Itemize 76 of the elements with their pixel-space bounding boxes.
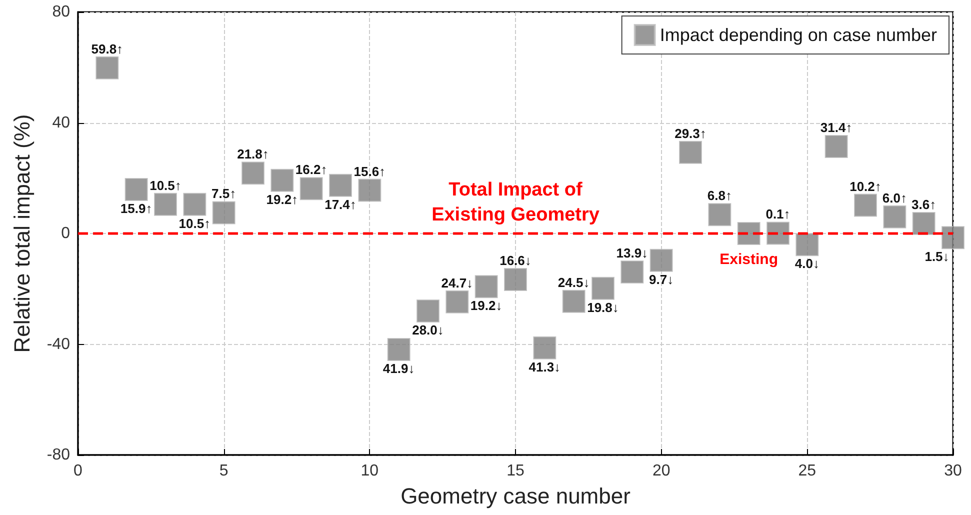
y-tick-label: 40	[52, 114, 70, 132]
annotation: 41.3↓	[528, 359, 561, 374]
annotation: 4.0↓	[794, 256, 820, 272]
point	[562, 290, 586, 313]
point	[796, 233, 819, 256]
point	[358, 178, 382, 202]
annotation: 15.6↑	[354, 164, 386, 179]
legend-label: Impact depending on case number	[660, 25, 938, 45]
point	[592, 276, 614, 300]
point	[708, 203, 732, 226]
annotation: 13.9↓	[616, 245, 648, 260]
y-tick-label: 80	[52, 4, 70, 20]
annotation: 19.2↓	[470, 298, 502, 314]
annotation: 59.8↑	[91, 41, 124, 56]
annotation: 21.8↑	[237, 146, 269, 162]
point	[300, 177, 323, 200]
annotation: Existing	[720, 251, 778, 268]
annotation: 10.5↑	[150, 178, 182, 193]
point	[96, 56, 119, 80]
point	[620, 260, 644, 284]
annotation: 28.0↓	[412, 322, 444, 338]
point	[329, 174, 352, 197]
annotation: 31.4↑	[820, 120, 852, 136]
point	[942, 226, 964, 250]
x-tick-label: 25	[798, 462, 816, 480]
annotation: 15.9↑	[120, 200, 152, 216]
annotation: 0.1↑	[766, 206, 790, 222]
point	[912, 212, 936, 236]
point	[679, 140, 702, 164]
point	[124, 178, 148, 201]
x-tick-label: 0	[74, 462, 83, 480]
point	[416, 300, 440, 323]
point	[270, 168, 294, 192]
y-tick-label: -40	[46, 336, 70, 353]
annotation: 24.7↓	[441, 275, 474, 290]
annotation: 17.4↑	[324, 196, 356, 212]
annotation: 16.2↑	[295, 162, 328, 178]
x-tick-label: 30	[944, 462, 962, 480]
annotation: 19.8↓	[587, 300, 619, 315]
annotation: 9.7↓	[649, 272, 674, 287]
x-axis-title: Geometry case number	[400, 484, 630, 508]
point	[824, 135, 848, 158]
point	[183, 192, 206, 216]
x-tick-label: 15	[506, 462, 524, 480]
annotation: 16.6↓	[500, 252, 532, 268]
annotation: 1.5↓	[924, 249, 950, 264]
point	[533, 336, 556, 360]
y-axis-title: Relative total impact (%)	[10, 114, 34, 353]
annotation: 6.8↑	[707, 188, 732, 204]
point	[474, 275, 498, 298]
point	[387, 338, 410, 362]
point	[883, 205, 906, 228]
ref-line-label: Total Impact of Existing Geometry	[432, 180, 600, 226]
point	[766, 222, 790, 245]
annotation: 41.9↓	[382, 361, 415, 376]
annotation: 29.3↑	[674, 126, 706, 141]
annotation: 7.5↑	[212, 186, 236, 202]
annotation: 3.6↑	[912, 197, 936, 212]
annotation: 10.2↑	[850, 178, 882, 194]
y-tick-label: 0	[61, 225, 70, 242]
point	[854, 194, 877, 217]
annotation: 19.2↑	[266, 192, 298, 207]
point	[737, 222, 760, 245]
annotation: 10.5↑	[178, 216, 211, 231]
x-tick-label: 20	[652, 462, 670, 480]
point	[242, 162, 264, 185]
point	[212, 201, 236, 224]
x-tick-label: 5	[219, 462, 228, 480]
annotation: 24.5↓	[558, 274, 590, 290]
point	[446, 290, 469, 314]
annotation: 6.0↑	[882, 190, 907, 206]
point	[504, 268, 527, 291]
point	[650, 248, 673, 272]
point	[154, 192, 177, 216]
y-tick-label: -80	[46, 446, 70, 464]
x-tick-label: 10	[360, 462, 379, 480]
